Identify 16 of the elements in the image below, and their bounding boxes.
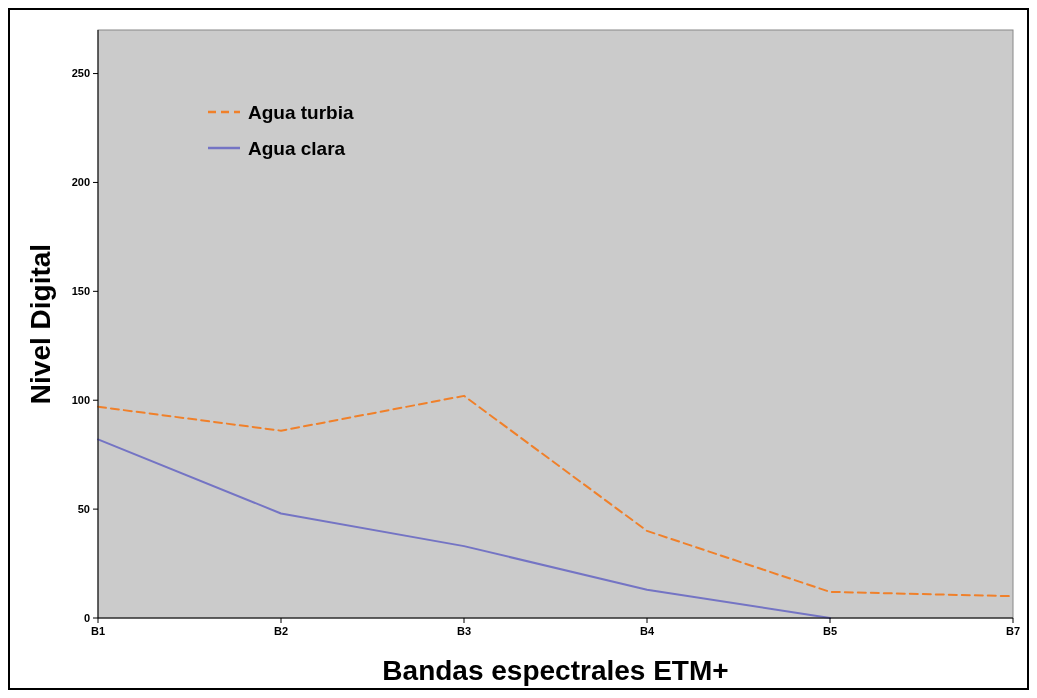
y-tick-label: 100	[71, 394, 90, 407]
y-tick-label: 250	[71, 67, 90, 80]
x-tick-label: B3	[456, 625, 472, 637]
y-axis-title: Nivel Digital	[25, 243, 56, 405]
x-tick-label: B1	[90, 625, 106, 637]
legend-label: Agua turbia	[248, 101, 354, 123]
legend-label: Agua clara	[248, 137, 346, 159]
x-axis-title: Bandas espectrales ETM+	[382, 655, 729, 686]
y-tick-label: 200	[71, 176, 90, 189]
y-tick-label: 150	[71, 285, 90, 298]
y-tick-label: 0	[83, 611, 90, 624]
y-tick-label: 50	[77, 502, 90, 515]
x-tick-label: B2	[273, 625, 289, 637]
x-tick-label: B7	[1005, 625, 1021, 637]
x-tick-label: B5	[822, 625, 838, 637]
x-tick-label: B4	[639, 625, 655, 637]
